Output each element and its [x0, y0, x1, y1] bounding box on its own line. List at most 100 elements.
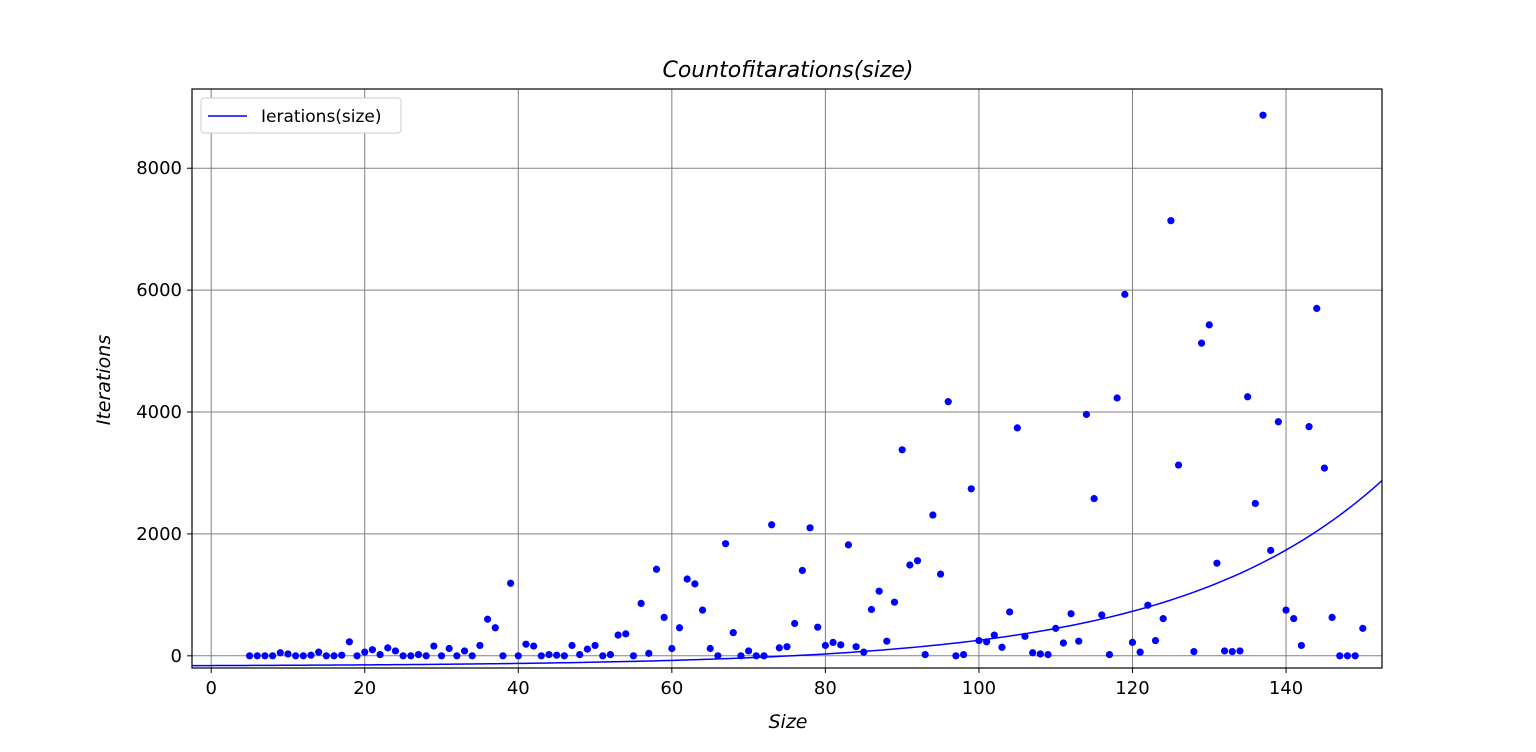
data-point [1044, 650, 1052, 659]
legend-entry-label: Ierations(size) [261, 107, 382, 127]
data-point [514, 652, 522, 660]
data-point [606, 650, 615, 659]
data-point [706, 644, 714, 653]
data-point [783, 643, 791, 651]
data-point [276, 649, 284, 657]
data-point [407, 652, 415, 660]
data-point [1136, 648, 1144, 656]
data-point [491, 624, 499, 632]
data-point [1251, 499, 1259, 508]
data-point [1290, 615, 1298, 623]
data-point [860, 648, 868, 656]
data-point [391, 647, 400, 655]
data-point [1274, 418, 1282, 426]
data-point [330, 652, 338, 660]
plot-frame [191, 88, 1383, 669]
data-point [437, 652, 446, 660]
data-point [530, 642, 538, 650]
data-point [629, 652, 638, 660]
data-point [890, 598, 899, 606]
data-point [476, 641, 484, 650]
data-point [806, 524, 814, 532]
x-axis-label: Size [768, 711, 807, 733]
y-tick-label: 2000 [136, 524, 182, 545]
data-point [814, 623, 822, 631]
data-point [399, 652, 407, 660]
legend: Ierations(size) [200, 97, 402, 134]
data-point [338, 651, 346, 659]
data-point [1021, 632, 1029, 640]
data-point [660, 613, 668, 622]
data-point [1221, 647, 1229, 655]
data-point [269, 652, 277, 660]
data-point [1082, 410, 1091, 419]
y-tick-label: 8000 [136, 158, 182, 179]
data-point [1052, 624, 1060, 632]
data-point [576, 650, 584, 659]
data-point [345, 638, 353, 646]
data-point [553, 651, 561, 659]
data-point [645, 649, 653, 657]
data-point [745, 647, 753, 655]
data-point [1159, 615, 1167, 623]
data-point [775, 644, 783, 652]
data-point [614, 631, 622, 639]
data-point [944, 398, 952, 406]
x-tick-label: 40 [507, 678, 530, 699]
legend-box [200, 97, 402, 134]
y-tick-label: 0 [171, 646, 182, 667]
data-point [422, 652, 430, 660]
data-point [261, 652, 269, 660]
data-point [507, 579, 515, 587]
data-point [299, 652, 307, 660]
data-point [1244, 393, 1252, 401]
data-point [929, 511, 937, 519]
data-point [967, 485, 975, 493]
data-point [583, 645, 591, 653]
data-point [798, 566, 806, 575]
data-point [245, 652, 254, 660]
data-point [599, 652, 607, 660]
fit-line [191, 480, 1383, 667]
chart-title: Countofitarations(size) [662, 58, 913, 83]
x-tick-label: 120 [1115, 678, 1149, 699]
data-point [361, 648, 369, 656]
data-point [1267, 546, 1275, 554]
data-point [430, 642, 438, 650]
data-point [768, 521, 776, 529]
data-point [1067, 610, 1075, 618]
data-point [983, 638, 991, 646]
data-point [936, 570, 945, 578]
data-point [906, 561, 914, 569]
data-point [883, 637, 891, 645]
data-point [1113, 394, 1121, 402]
data-point [1036, 650, 1044, 658]
data-point [1190, 647, 1198, 656]
data-point [368, 646, 377, 654]
data-point [1098, 611, 1106, 619]
data-point [568, 641, 576, 650]
data-point [952, 652, 960, 660]
data-point [691, 580, 699, 588]
data-point [921, 650, 929, 659]
data-point [253, 652, 261, 660]
data-point [522, 640, 530, 648]
data-point [1328, 613, 1336, 622]
data-point [1282, 606, 1290, 614]
data-point [829, 638, 837, 647]
data-point [560, 652, 568, 660]
data-point [1174, 461, 1183, 469]
data-point [353, 652, 361, 660]
axis-ticks: 0 20 40 60 80 100 120 140 0 2000 4000 6000 8000 [136, 158, 1303, 699]
data-point [852, 643, 860, 651]
x-tick-label: 0 [205, 678, 216, 699]
data-point [975, 636, 983, 645]
y-tick-label: 4000 [136, 402, 182, 423]
data-point [652, 565, 661, 573]
data-point [737, 652, 745, 660]
data-point [1090, 494, 1098, 503]
data-point [322, 652, 330, 660]
x-tick-label: 60 [660, 678, 683, 699]
data-points [245, 111, 1367, 660]
fit-line-layer [191, 480, 1383, 667]
